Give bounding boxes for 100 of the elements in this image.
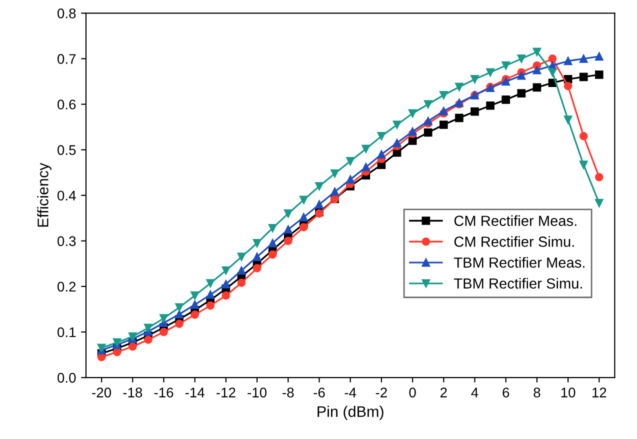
point [470, 75, 479, 84]
point [548, 68, 557, 77]
point [439, 106, 448, 116]
point [112, 348, 122, 356]
point [362, 162, 370, 172]
x-tick-label: -2 [376, 388, 387, 398]
point [144, 324, 152, 332]
point [594, 52, 604, 61]
point [284, 225, 292, 234]
x-tick-label: -8 [282, 388, 294, 398]
point [502, 96, 510, 104]
point [594, 198, 604, 208]
y-tick-label: 0.5 [58, 145, 76, 155]
point [315, 182, 324, 190]
point [439, 90, 448, 100]
x-tick-label: 8 [534, 388, 540, 398]
point [548, 54, 557, 63]
legend-label: CM Rectifier Meas. [454, 215, 576, 226]
y-tick-label: 0.3 [58, 236, 76, 246]
point [517, 89, 526, 98]
y-tick-label: 0.7 [58, 54, 76, 64]
point [268, 224, 277, 232]
point [237, 278, 246, 287]
point [455, 114, 464, 122]
point [408, 109, 417, 118]
point [517, 71, 526, 80]
point [268, 239, 277, 248]
point [237, 266, 246, 275]
x-tick-label: -14 [185, 388, 204, 398]
x-axis-title: Pin (dBm) [318, 406, 384, 420]
point [564, 56, 572, 66]
point [346, 157, 355, 166]
x-tick-label: 6 [502, 388, 510, 398]
point [346, 175, 355, 184]
point [579, 160, 588, 170]
point [470, 107, 479, 116]
point [252, 239, 262, 248]
point [160, 328, 168, 336]
point [424, 128, 432, 137]
x-tick-label: 2 [440, 388, 447, 398]
point [190, 310, 200, 319]
point [377, 150, 386, 159]
point [284, 209, 292, 218]
point [206, 279, 215, 288]
point [206, 290, 215, 299]
point [222, 280, 230, 288]
point [190, 291, 200, 300]
y-tick-label: 0.8 [58, 8, 76, 18]
y-tick-label: 0.0 [58, 372, 76, 383]
y-tick-label: 0.6 [58, 100, 76, 110]
point [579, 54, 588, 63]
x-tick-label: -6 [314, 388, 325, 398]
point [190, 300, 200, 309]
point [564, 82, 572, 90]
point [206, 301, 215, 310]
point [175, 320, 184, 328]
y-axis-title: Efficiency [37, 162, 52, 227]
x-tick-label: 4 [471, 388, 478, 398]
point [392, 120, 402, 129]
point [408, 127, 417, 136]
point [579, 132, 588, 140]
point [532, 66, 542, 74]
point [330, 188, 339, 196]
point [237, 252, 246, 262]
point [502, 61, 510, 70]
point [594, 172, 604, 182]
point [594, 70, 604, 79]
x-tick-label: -16 [154, 388, 174, 398]
point [252, 252, 262, 262]
x-tick-label: -12 [216, 388, 236, 398]
point [284, 236, 292, 246]
point [579, 72, 588, 82]
point [128, 342, 137, 351]
point [362, 144, 370, 154]
point [377, 132, 386, 140]
x-tick-label: 0 [409, 388, 416, 398]
x-tick-label: -4 [344, 388, 356, 398]
legend-label: CM Rectifier Simu. [454, 236, 574, 247]
y-tick-label: 0.1 [58, 327, 76, 338]
point [486, 101, 494, 110]
point [517, 54, 526, 63]
y-tick-label: 0.4 [58, 190, 76, 201]
point [160, 314, 168, 322]
point [424, 116, 432, 126]
x-tick-label: -20 [92, 388, 112, 398]
point [455, 82, 464, 92]
point [330, 169, 339, 178]
point [502, 77, 510, 86]
point [175, 303, 184, 312]
x-tick-label: 12 [592, 388, 606, 398]
point [315, 200, 324, 209]
point [300, 196, 308, 204]
point [564, 116, 572, 124]
x-tick-label: -10 [248, 388, 267, 398]
legend-label: TBM Rectifier Meas. [454, 257, 584, 268]
point [439, 120, 448, 129]
point [222, 266, 230, 275]
x-tick-label: 10 [561, 388, 576, 398]
point [252, 264, 262, 272]
point [392, 138, 402, 148]
